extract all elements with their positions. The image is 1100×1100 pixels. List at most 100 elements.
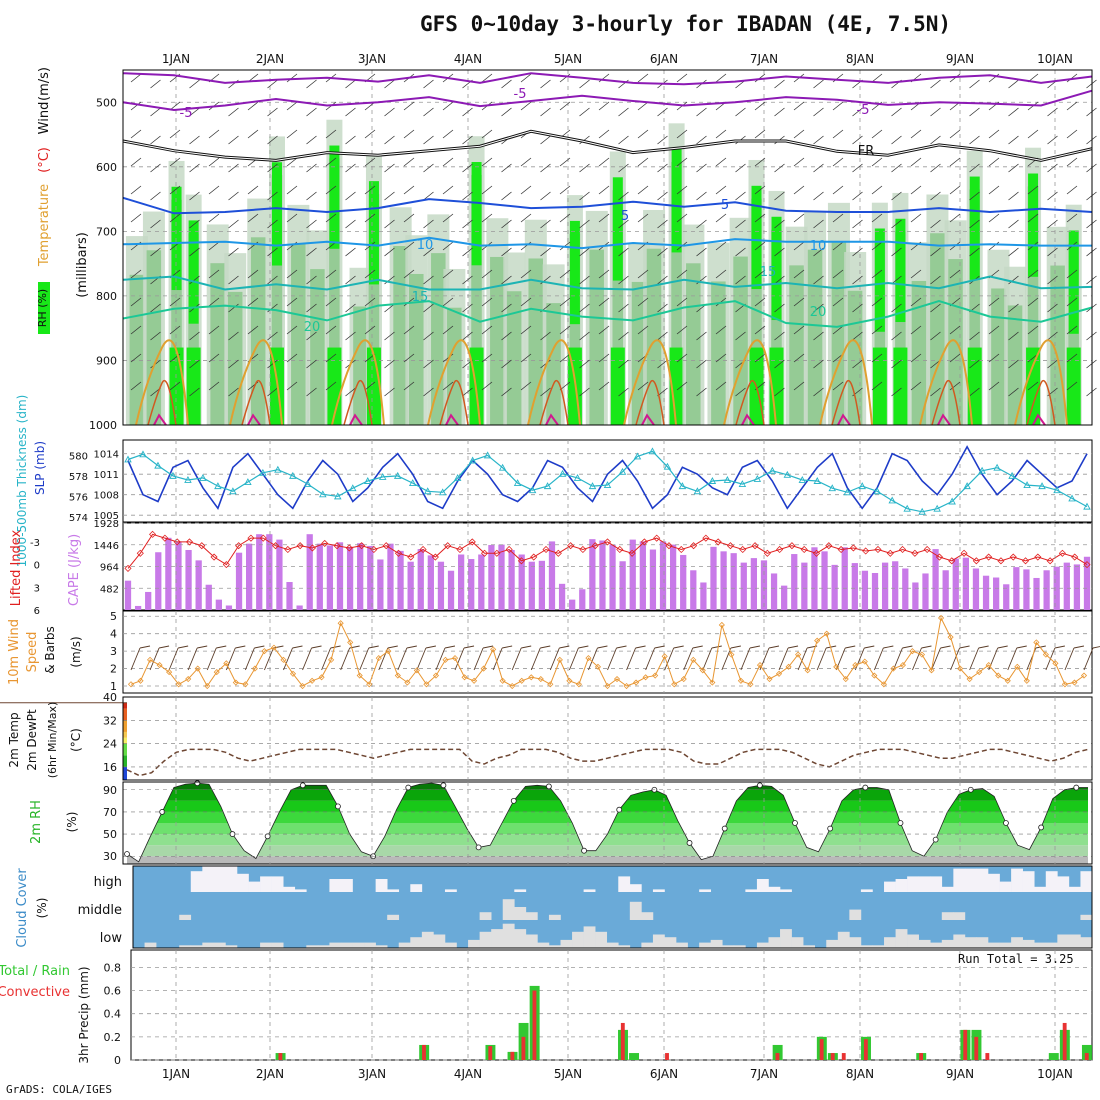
- wind-speed-point: [528, 674, 535, 681]
- cloud-cell: [918, 876, 931, 892]
- isotherm-line: [122, 300, 1093, 328]
- wind-speed-point: [509, 682, 516, 690]
- wind-barb: [462, 387, 473, 397]
- cape-bar: [841, 547, 848, 610]
- wind-barb: [696, 387, 707, 397]
- wind-barb: [345, 163, 356, 173]
- cloud-cell: [964, 868, 977, 892]
- wind-barb: [1066, 353, 1078, 363]
- wind-speed-point: [547, 681, 554, 688]
- cloud-cell: [941, 886, 954, 892]
- wind-barb: [735, 247, 746, 257]
- precip-axis-label: 3hr Precip (mm): [77, 966, 91, 1063]
- cape-bar: [124, 580, 132, 610]
- wind-barb: [462, 107, 473, 117]
- wind-barb: [852, 135, 863, 145]
- lifted-index-point: [677, 545, 685, 554]
- cape-bar: [770, 573, 778, 610]
- rh-point: [686, 840, 693, 846]
- wind-speed-point: [146, 656, 154, 663]
- cloud-cell: [572, 931, 584, 948]
- cloud-cell: [260, 942, 272, 948]
- wind-barb: [637, 297, 649, 307]
- wind-barb: [774, 219, 785, 229]
- cloud-cell: [387, 914, 400, 920]
- cape-bar: [781, 585, 788, 610]
- lifted-index-point: [505, 545, 513, 554]
- cape-bar: [195, 560, 202, 610]
- wind-barb: [1066, 325, 1078, 335]
- cloud-cell: [941, 939, 954, 948]
- wind-barb: [715, 269, 727, 279]
- li-tick-label: 6: [34, 606, 40, 617]
- rh-shade: [612, 190, 624, 425]
- rh-shade: [872, 347, 887, 425]
- cloud-cell: [179, 914, 192, 920]
- wind-barb: [832, 185, 844, 195]
- wind-barb: [930, 191, 941, 201]
- cape-bar: [993, 577, 1000, 610]
- wind-barb: [384, 387, 395, 397]
- rh-shade: [807, 249, 823, 425]
- wind-barb: [306, 331, 317, 341]
- wind-barb: [637, 381, 649, 391]
- wind-barb: [1073, 645, 1085, 649]
- cape-bar: [215, 599, 222, 610]
- thickness-point: [408, 479, 417, 486]
- wind-barb: [169, 157, 181, 167]
- thickness-point: [513, 479, 522, 486]
- wind-barb: [793, 101, 805, 111]
- cape-bar: [619, 561, 626, 610]
- cloud-cell: [317, 945, 330, 948]
- wind-barb: [949, 213, 961, 223]
- wind-barb: [637, 157, 649, 167]
- wind-barb: [267, 303, 278, 313]
- wind-barb: [559, 157, 571, 167]
- wind-barb: [325, 297, 337, 307]
- thickness-point: [438, 488, 447, 496]
- precip-convective-label: Convective: [0, 985, 70, 1000]
- wind-barb: [442, 241, 454, 251]
- isotherm-line: [229, 339, 283, 426]
- isotherm-line: [349, 413, 363, 426]
- wind-barb: [306, 135, 317, 145]
- cloud-cell: [444, 942, 457, 948]
- rh-shade: [646, 248, 662, 425]
- cloud-level-high: high: [94, 875, 122, 890]
- wind-speed-point: [137, 677, 144, 684]
- lifted-index-point: [185, 538, 194, 546]
- x-tick-label-bottom: 2JAN: [256, 1067, 284, 1081]
- wind-barb: [267, 387, 278, 397]
- wind-barb: [618, 135, 629, 145]
- wind-barb: [403, 101, 415, 111]
- wind-barb: [754, 269, 766, 279]
- cloud-cell: [514, 889, 527, 892]
- cloud-cell: [641, 942, 654, 948]
- wind-speed-point: [785, 663, 792, 670]
- isotherm-line: [819, 339, 873, 426]
- cape-bar: [1033, 577, 1040, 610]
- wind-barb: [169, 213, 181, 223]
- wind-barb: [521, 645, 532, 649]
- wind-speed-point: [890, 665, 897, 672]
- wind-barb: [520, 73, 532, 83]
- wind-barb: [540, 79, 551, 89]
- cloud-cell: [514, 907, 527, 920]
- wind-speed-point: [766, 675, 773, 683]
- cloud-cell: [756, 942, 769, 948]
- rh-shade: [751, 185, 762, 290]
- wind-barb: [969, 359, 980, 369]
- rh-point: [1003, 820, 1009, 826]
- wind-barb: [597, 645, 608, 649]
- cape-bar: [165, 537, 172, 610]
- wind-speed-point: [976, 668, 983, 676]
- cloud-cell: [629, 884, 642, 892]
- cape-bar: [447, 570, 455, 610]
- wind-barb: [910, 353, 922, 363]
- thickness-point: [918, 507, 926, 515]
- wind-barb: [969, 331, 980, 341]
- precip-convective-bar: [510, 1051, 515, 1060]
- wind-barb: [598, 381, 610, 391]
- cape-bar: [811, 547, 818, 610]
- lifted-index-point: [247, 534, 255, 542]
